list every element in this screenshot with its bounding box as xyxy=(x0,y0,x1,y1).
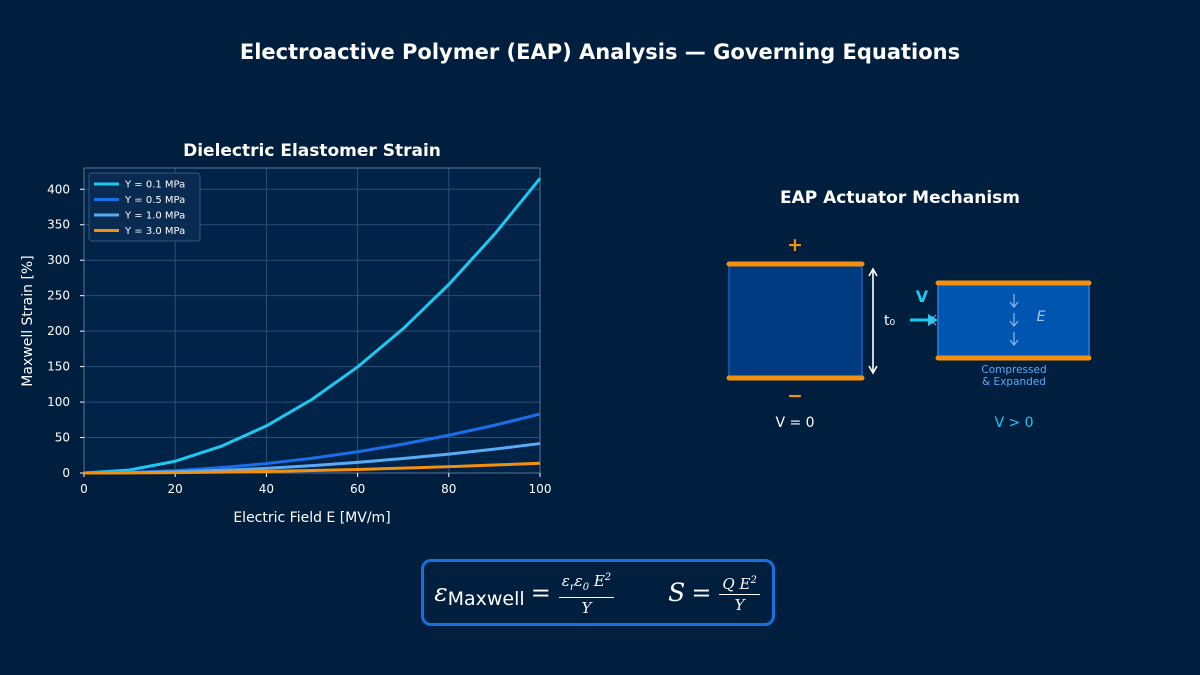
equals-sign: = xyxy=(530,578,551,607)
y-tick-label: 200 xyxy=(47,324,70,338)
chart-series xyxy=(83,177,542,475)
x-tick-label: 80 xyxy=(441,482,456,496)
legend-label: Y = 1.0 MPa xyxy=(124,211,185,222)
s-fraction: Q E2 Y xyxy=(719,572,760,614)
state-on-label: V > 0 xyxy=(994,415,1033,431)
plot-frame xyxy=(83,167,541,474)
s-symbol: S xyxy=(668,578,686,607)
y-tick-label: 350 xyxy=(47,218,70,232)
legend-label: Y = 0.5 MPa xyxy=(124,195,185,206)
x-axis-label: Electric Field E [MV/m] xyxy=(233,510,390,526)
maxwell-fraction: εrε0 E2 Y xyxy=(558,569,615,617)
elastomer-slab-off xyxy=(728,263,863,379)
series-line-1 xyxy=(83,177,542,475)
y-tick-label: 400 xyxy=(47,182,70,196)
equation-box: ε Maxwell = εrε0 E2 Y S = Q E2 Y xyxy=(421,559,775,626)
maxwell-subscript: Maxwell xyxy=(447,587,525,610)
apply-voltage-arrow-icon xyxy=(910,314,938,326)
maxwell-numerator: εrε0 E2 xyxy=(558,569,615,598)
y-tick-label: 100 xyxy=(47,395,70,409)
x-tick-label: 0 xyxy=(80,482,88,496)
x-tick-label: 100 xyxy=(529,482,552,496)
plus-terminal-label: + xyxy=(787,234,803,256)
s-numerator: Q E2 xyxy=(719,572,760,595)
maxwell-symbol: ε xyxy=(434,578,448,607)
state-off-label: V = 0 xyxy=(775,415,814,431)
page-title: Electroactive Polymer (EAP) Analysis — G… xyxy=(239,40,961,64)
y-axis-label: Maxwell Strain [%] xyxy=(20,255,36,386)
legend-box xyxy=(88,172,201,242)
chart-legend: Y = 0.1 MPa Y = 0.5 MPa Y = 1.0 MPa Y = 3.0… xyxy=(88,172,201,242)
maxwell-strain-equation: ε Maxwell = εrε0 E2 Y xyxy=(434,569,616,617)
thickness-arrow xyxy=(868,267,878,375)
minus-terminal-label: − xyxy=(787,385,803,407)
x-tick-label: 60 xyxy=(350,482,365,496)
y-tick-label: 300 xyxy=(47,253,70,267)
chart-title: Dielectric Elastomer Strain xyxy=(183,141,441,161)
field-arrows-icon xyxy=(1009,294,1019,346)
y-tick-label: 50 xyxy=(55,431,70,445)
s-equation: S = Q E2 Y xyxy=(668,572,762,614)
y-tick-label: 0 xyxy=(62,466,70,480)
voltage-label: V xyxy=(916,287,929,306)
equals-sign: = xyxy=(691,578,712,607)
thickness-label: t₀ xyxy=(884,313,895,329)
y-tick-label: 150 xyxy=(47,360,70,374)
diagram-title: EAP Actuator Mechanism xyxy=(780,188,1020,208)
compressed-label-line1: Compressed xyxy=(981,364,1046,376)
s-denominator: Y xyxy=(734,595,745,614)
x-tick-label: 20 xyxy=(168,482,183,496)
field-label: E xyxy=(1037,309,1046,325)
series-line-4 xyxy=(83,461,541,475)
chart-axes: 0 20 40 60 80 100 0 50 100 150 200 250 300 350 400 xyxy=(47,167,552,496)
x-tick-label: 40 xyxy=(259,482,274,496)
y-tick-label: 250 xyxy=(47,289,70,303)
compressed-label-line2: & Expanded xyxy=(982,376,1046,388)
legend-label: Y = 0.1 MPa xyxy=(124,180,185,191)
legend-label: Y = 3.0 MPa xyxy=(124,226,185,237)
maxwell-denominator: Y xyxy=(581,598,592,617)
